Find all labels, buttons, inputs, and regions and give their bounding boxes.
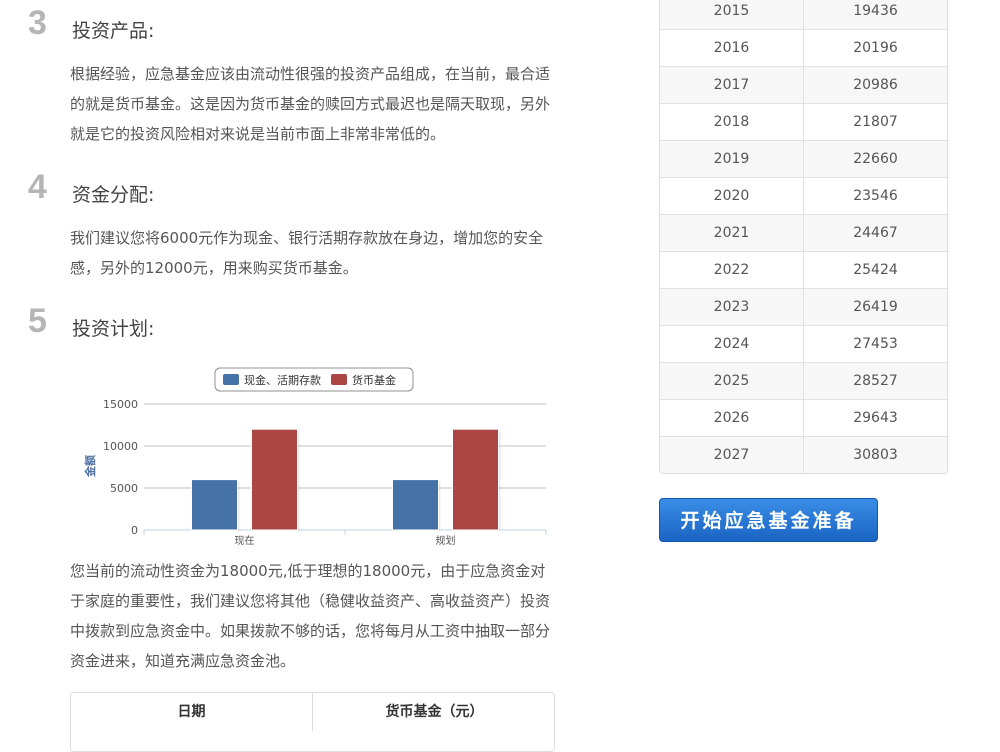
table-row: 2018 21807 xyxy=(660,103,947,140)
table-cell-amount: 21807 xyxy=(804,104,947,140)
plan-table-header-date: 日期 xyxy=(71,693,313,731)
table-row: 2023 26419 xyxy=(660,288,947,325)
section-text-investment-product: 根据经验，应急基金应该由流动性很强的投资产品组成，在当前，最合适的就是货币基金。… xyxy=(70,59,560,149)
table-row: 2027 30803 xyxy=(660,436,947,473)
table-cell-year: 2015 xyxy=(660,0,804,29)
section-text-fund-allocation: 我们建议您将6000元作为现金、银行活期存款放在身边，增加您的安全感，另外的12… xyxy=(70,223,560,283)
table-row: 2019 22660 xyxy=(660,140,947,177)
table-cell-amount: 30803 xyxy=(804,437,947,473)
table-cell-amount: 27453 xyxy=(804,326,947,362)
table-cell-year: 2022 xyxy=(660,252,804,288)
table-row: 2026 29643 xyxy=(660,399,947,436)
table-row: 2025 28527 xyxy=(660,362,947,399)
legend-label: 货币基金 xyxy=(352,373,396,387)
legend-swatch xyxy=(223,374,239,385)
bar xyxy=(192,480,238,530)
table-row: 2017 20986 xyxy=(660,66,947,103)
y-tick-label: 5000 xyxy=(110,482,138,495)
table-cell-amount: 20986 xyxy=(804,67,947,103)
table-cell-year: 2024 xyxy=(660,326,804,362)
table-cell-amount: 22660 xyxy=(804,141,947,177)
section-text-investment-plan: 您当前的流动性资金为18000元,低于理想的18000元，由于应急资金对于家庭的… xyxy=(70,556,560,676)
table-row: 2020 23546 xyxy=(660,177,947,214)
section-number-3: 3 xyxy=(28,4,47,43)
table-cell-year: 2018 xyxy=(660,104,804,140)
x-tick-label: 规划 xyxy=(436,534,456,547)
table-row: 2015 19436 xyxy=(660,0,947,29)
y-tick-label: 15000 xyxy=(103,398,138,411)
y-axis-label: 金额 xyxy=(83,455,97,478)
start-emergency-fund-button[interactable]: 开始应急基金准备 xyxy=(659,498,878,542)
plan-table: 日期 货币基金（元） xyxy=(70,692,555,752)
x-tick-label: 现在 xyxy=(235,535,255,547)
section-number-5: 5 xyxy=(28,302,47,341)
table-cell-year: 2027 xyxy=(660,437,804,473)
table-row: 2024 27453 xyxy=(660,325,947,362)
table-row: 2022 25424 xyxy=(660,251,947,288)
table-cell-year: 2025 xyxy=(660,363,804,399)
section-title-investment-product: 投资产品: xyxy=(72,16,154,43)
table-cell-amount: 25424 xyxy=(804,252,947,288)
table-cell-year: 2020 xyxy=(660,178,804,214)
section-number-4: 4 xyxy=(28,168,47,207)
plan-table-header-fund: 货币基金（元） xyxy=(313,693,555,731)
section-title-fund-allocation: 资金分配: xyxy=(72,180,154,207)
legend-label: 现金、活期存款 xyxy=(244,373,321,387)
table-row: 2021 24467 xyxy=(660,214,947,251)
bar xyxy=(393,480,439,530)
table-cell-year: 2026 xyxy=(660,400,804,436)
table-row: 2016 20196 xyxy=(660,29,947,66)
table-cell-amount: 29643 xyxy=(804,400,947,436)
table-cell-year: 2017 xyxy=(660,67,804,103)
table-cell-amount: 19436 xyxy=(804,0,947,29)
table-cell-amount: 28527 xyxy=(804,363,947,399)
table-cell-year: 2021 xyxy=(660,215,804,251)
bar xyxy=(453,429,499,530)
y-tick-label: 10000 xyxy=(103,440,138,453)
bar xyxy=(252,429,298,530)
table-cell-amount: 24467 xyxy=(804,215,947,251)
table-cell-year: 2019 xyxy=(660,141,804,177)
table-cell-amount: 20196 xyxy=(804,30,947,66)
section-title-investment-plan: 投资计划: xyxy=(72,314,154,341)
table-cell-amount: 26419 xyxy=(804,289,947,325)
table-cell-year: 2016 xyxy=(660,30,804,66)
yearly-fund-table: 2015 19436 2016 20196 2017 20986 2018 21807 2019… xyxy=(659,0,948,474)
legend-swatch xyxy=(331,374,347,385)
table-cell-year: 2023 xyxy=(660,289,804,325)
y-tick-label: 0 xyxy=(131,524,138,537)
table-cell-amount: 23546 xyxy=(804,178,947,214)
